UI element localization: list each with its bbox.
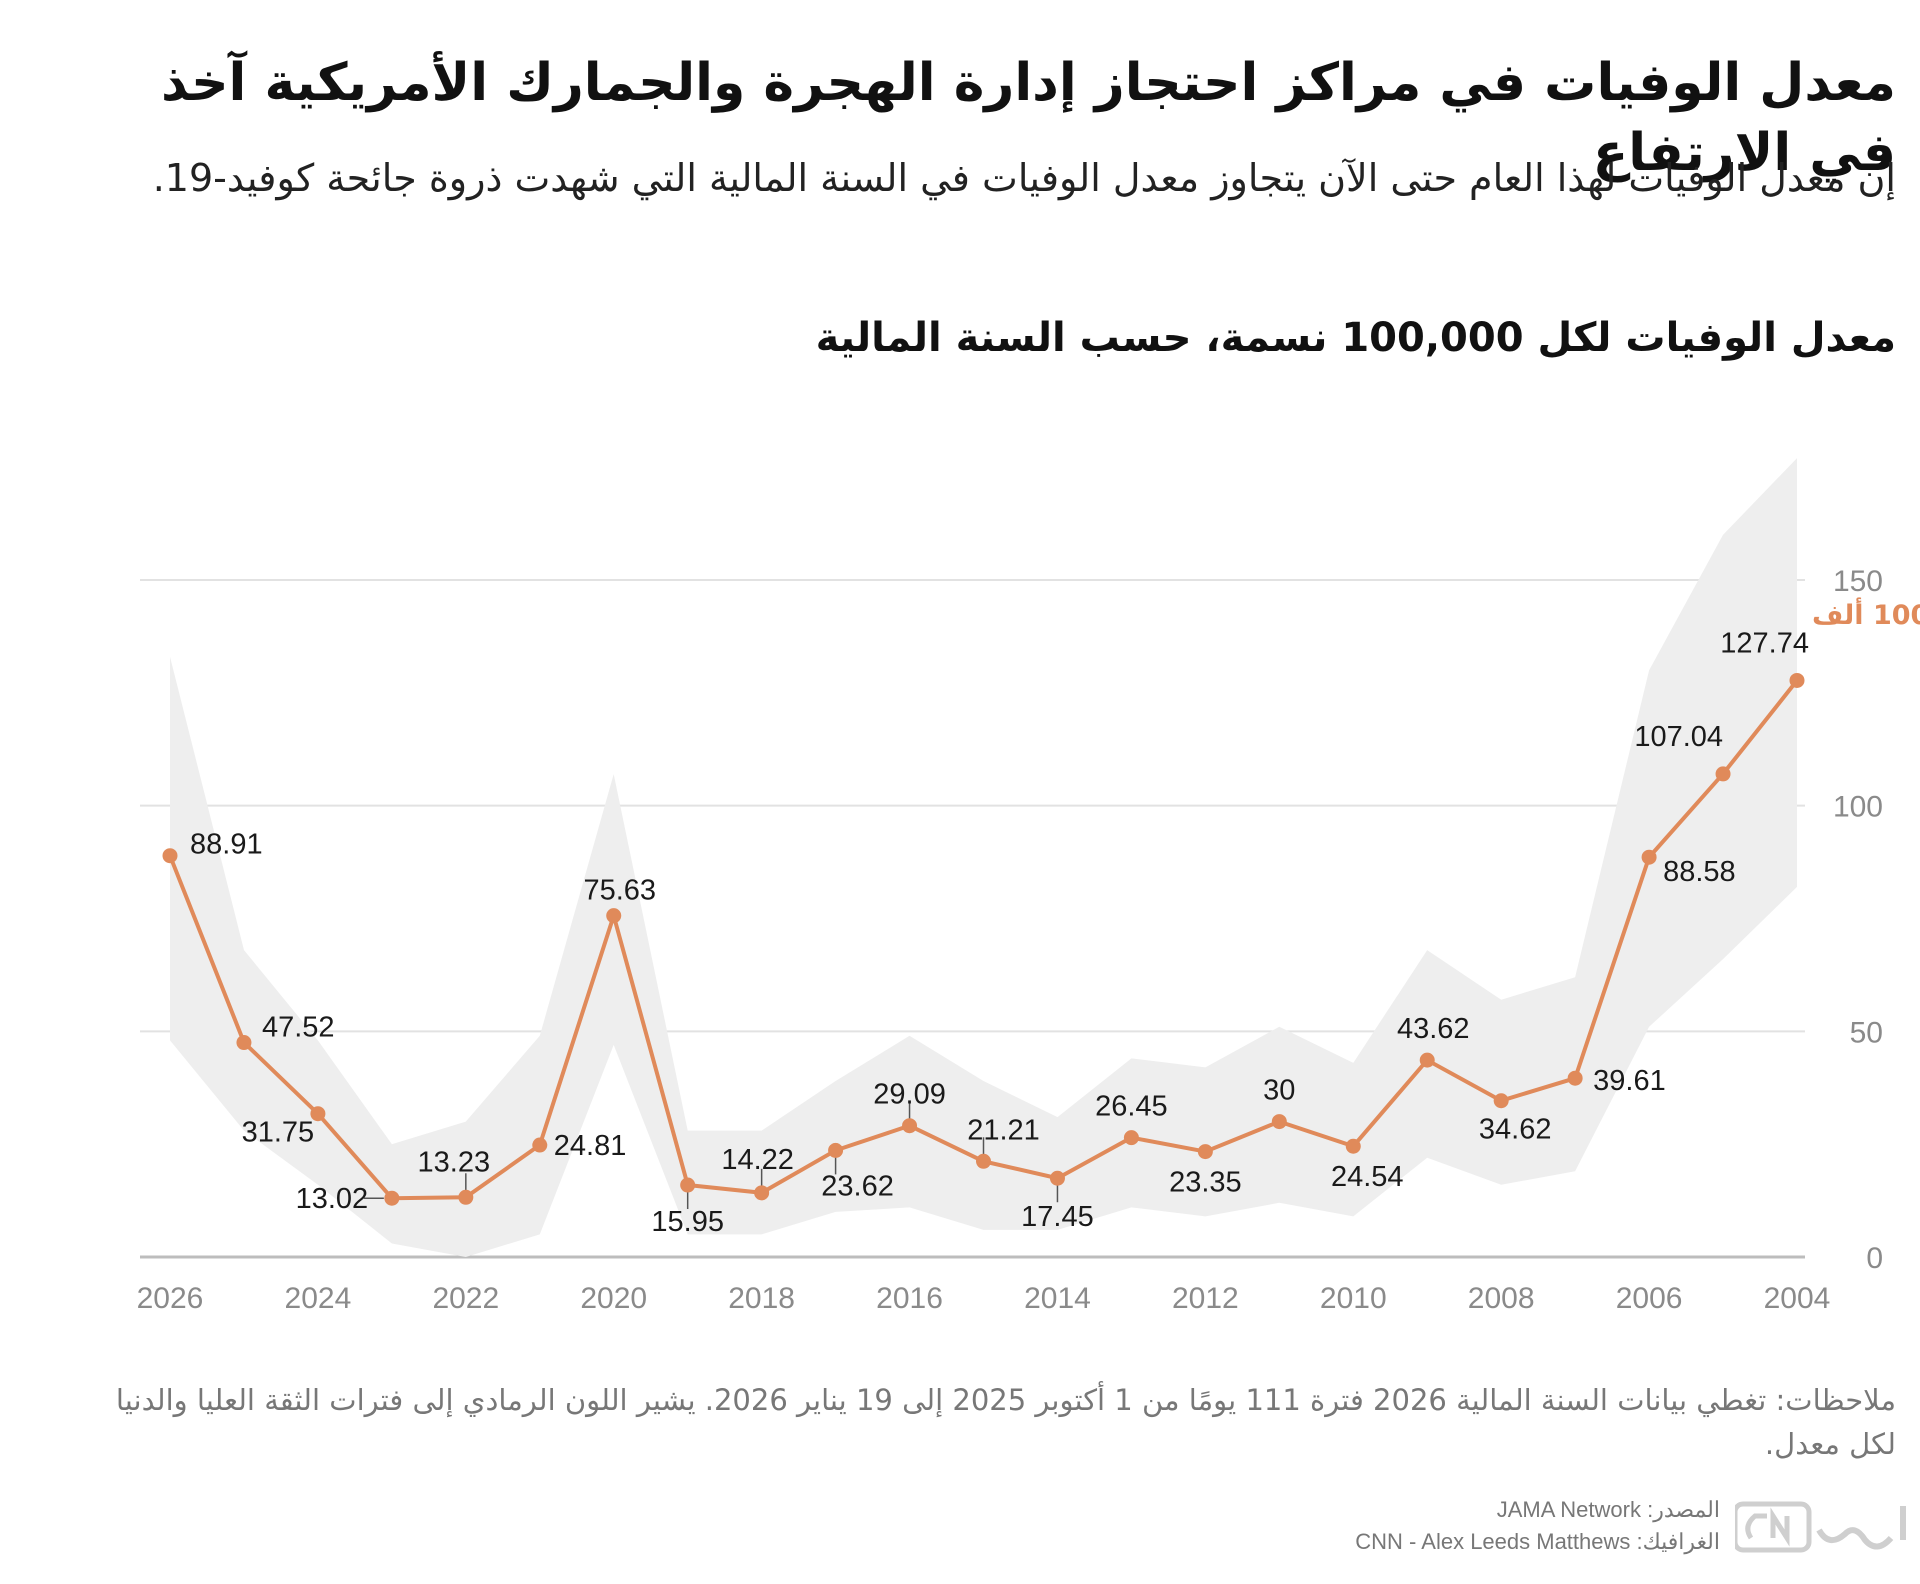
data-label: 21.21 — [967, 1114, 1040, 1146]
chart-notes: ملاحظات: تغطي بيانات السنة المالية 2026 … — [115, 1383, 1896, 1461]
data-label: 88.91 — [190, 829, 263, 861]
x-tick-label: 2024 — [285, 1282, 352, 1315]
data-point — [976, 1153, 991, 1169]
data-point — [1419, 1052, 1435, 1068]
chart-title: معدل الوفيات لكل 100,000 نسمة، حسب السنة… — [815, 315, 1896, 361]
data-point — [532, 1137, 548, 1153]
data-label: 39.61 — [1593, 1065, 1666, 1097]
data-point — [384, 1190, 400, 1206]
data-label: 47.52 — [262, 1012, 335, 1044]
cnn-arabic-logo — [1735, 1501, 1906, 1553]
series-label: المعدل لكل 100 ألف — [1812, 597, 1920, 631]
y-tick-label: 0 — [1866, 1242, 1883, 1275]
data-point — [1567, 1070, 1583, 1086]
data-point — [680, 1177, 696, 1193]
x-tick-label: 2016 — [876, 1282, 943, 1315]
data-point — [162, 848, 178, 864]
data-point — [828, 1142, 844, 1158]
x-tick-label: 2020 — [580, 1282, 647, 1315]
data-point — [1271, 1114, 1287, 1130]
data-point — [1715, 766, 1731, 782]
data-label: 26.45 — [1095, 1091, 1168, 1123]
data-label: 13.23 — [418, 1146, 491, 1178]
y-tick-label: 100 — [1833, 791, 1883, 824]
data-label: 34.62 — [1479, 1114, 1552, 1146]
data-points — [162, 672, 1805, 1206]
data-point — [1789, 672, 1805, 688]
data-point — [458, 1189, 474, 1205]
data-label: 17.45 — [1021, 1201, 1094, 1233]
data-label: 15.95 — [651, 1206, 724, 1238]
confidence-band — [170, 458, 1797, 1258]
data-label: 23.62 — [821, 1170, 894, 1202]
page-title: معدل الوفيات في مراكز احتجاز إدارة الهجر… — [161, 53, 1896, 183]
data-labels: 127.74 107.04 88.58 39.61 34.62 43.62 24.54 30 2… — [190, 627, 1809, 1238]
data-label: 107.04 — [1634, 721, 1723, 753]
data-label: 13.02 — [296, 1183, 369, 1215]
y-tick-label: 150 — [1833, 565, 1883, 598]
label-leader-lines — [363, 1101, 1059, 1210]
page-subtitle: إن معدل الوفيات لهذا العام حتى الآن يتجا… — [152, 156, 1896, 200]
data-point — [1049, 1170, 1065, 1186]
x-tick-label: 2012 — [1172, 1282, 1239, 1315]
data-label: 30 — [1263, 1075, 1295, 1107]
x-tick-label: 2010 — [1320, 1282, 1387, 1315]
data-label: 24.81 — [554, 1130, 627, 1162]
x-tick-label: 2014 — [1024, 1282, 1091, 1315]
x-axis-ticks: 2004 2006 2008 2010 2012 2014 2016 2018 2020 2022… — [137, 1282, 1831, 1315]
data-point — [1345, 1138, 1361, 1154]
x-tick-label: 2004 — [1764, 1282, 1831, 1315]
x-tick-label: 2022 — [432, 1282, 499, 1315]
y-tick-label: 50 — [1850, 1016, 1883, 1049]
data-label: 29.09 — [873, 1079, 946, 1111]
data-point — [236, 1035, 252, 1051]
data-label: 24.54 — [1331, 1161, 1404, 1193]
data-point — [1493, 1093, 1509, 1109]
x-tick-label: 2006 — [1616, 1282, 1683, 1315]
source-credit: المصدر: JAMA Network — [1496, 1497, 1720, 1522]
data-label: 43.62 — [1397, 1013, 1470, 1045]
x-tick-label: 2008 — [1468, 1282, 1535, 1315]
credits: المصدر: JAMA Network الغرافيك: CNN - Ale… — [1300, 1494, 1720, 1558]
data-point — [1197, 1144, 1213, 1160]
data-label: 23.35 — [1169, 1167, 1242, 1199]
data-label: 75.63 — [583, 875, 656, 907]
x-tick-label: 2026 — [137, 1282, 204, 1315]
data-point — [1123, 1130, 1139, 1146]
data-label: 31.75 — [242, 1117, 315, 1149]
data-point — [606, 908, 622, 924]
graphics-credit: الغرافيك: CNN - Alex Leeds Matthews — [1355, 1529, 1720, 1554]
data-label: 14.22 — [721, 1144, 794, 1176]
data-label: 127.74 — [1720, 627, 1809, 659]
data-label: 88.58 — [1663, 856, 1736, 888]
data-point — [1641, 849, 1657, 865]
data-point — [902, 1118, 918, 1134]
data-point — [754, 1185, 770, 1201]
y-axis-ticks: 0 50 100 150 — [1833, 565, 1883, 1275]
data-point — [310, 1106, 326, 1122]
x-tick-label: 2018 — [728, 1282, 795, 1315]
